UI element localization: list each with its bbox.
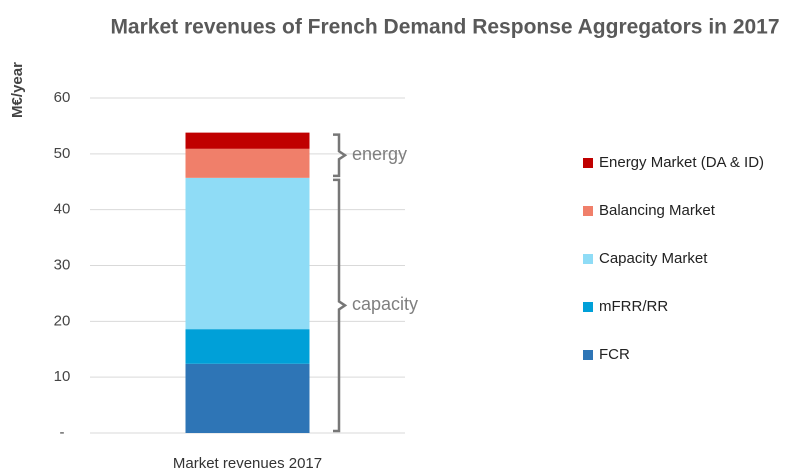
bar-segment xyxy=(185,363,310,433)
y-tick-label: 40 xyxy=(54,201,71,218)
y-tick-label: 20 xyxy=(54,312,71,329)
bar-segment xyxy=(185,329,310,364)
y-tick-label: 30 xyxy=(54,256,71,273)
y-tick-label: 10 xyxy=(54,368,71,385)
annotation: capacity xyxy=(352,294,418,314)
bar-segment xyxy=(185,148,310,178)
y-tick-label: 50 xyxy=(54,145,71,162)
legend-swatch xyxy=(583,158,593,168)
brace xyxy=(333,133,348,178)
bar-segment xyxy=(185,132,310,149)
annotation: energy xyxy=(352,144,407,164)
chart-title: Market revenues of French Demand Respons… xyxy=(110,16,779,39)
legend-label: Capacity Market xyxy=(599,250,708,267)
y-tick-label: - xyxy=(60,424,65,441)
legend-label: Balancing Market xyxy=(599,202,716,219)
legend-label: FCR xyxy=(599,346,630,363)
legend-swatch xyxy=(583,350,593,360)
legend-swatch xyxy=(583,206,593,216)
bar-segment xyxy=(185,177,310,330)
x-tick-label: Market revenues 2017 xyxy=(173,455,322,472)
y-tick-label: 60 xyxy=(54,89,71,106)
legend-label: mFRR/RR xyxy=(599,298,668,315)
legend-swatch xyxy=(583,302,593,312)
legend-swatch xyxy=(583,254,593,264)
legend-label: Energy Market (DA & ID) xyxy=(599,154,764,171)
y-axis-label: M€/year xyxy=(9,62,26,118)
brace xyxy=(333,178,348,433)
